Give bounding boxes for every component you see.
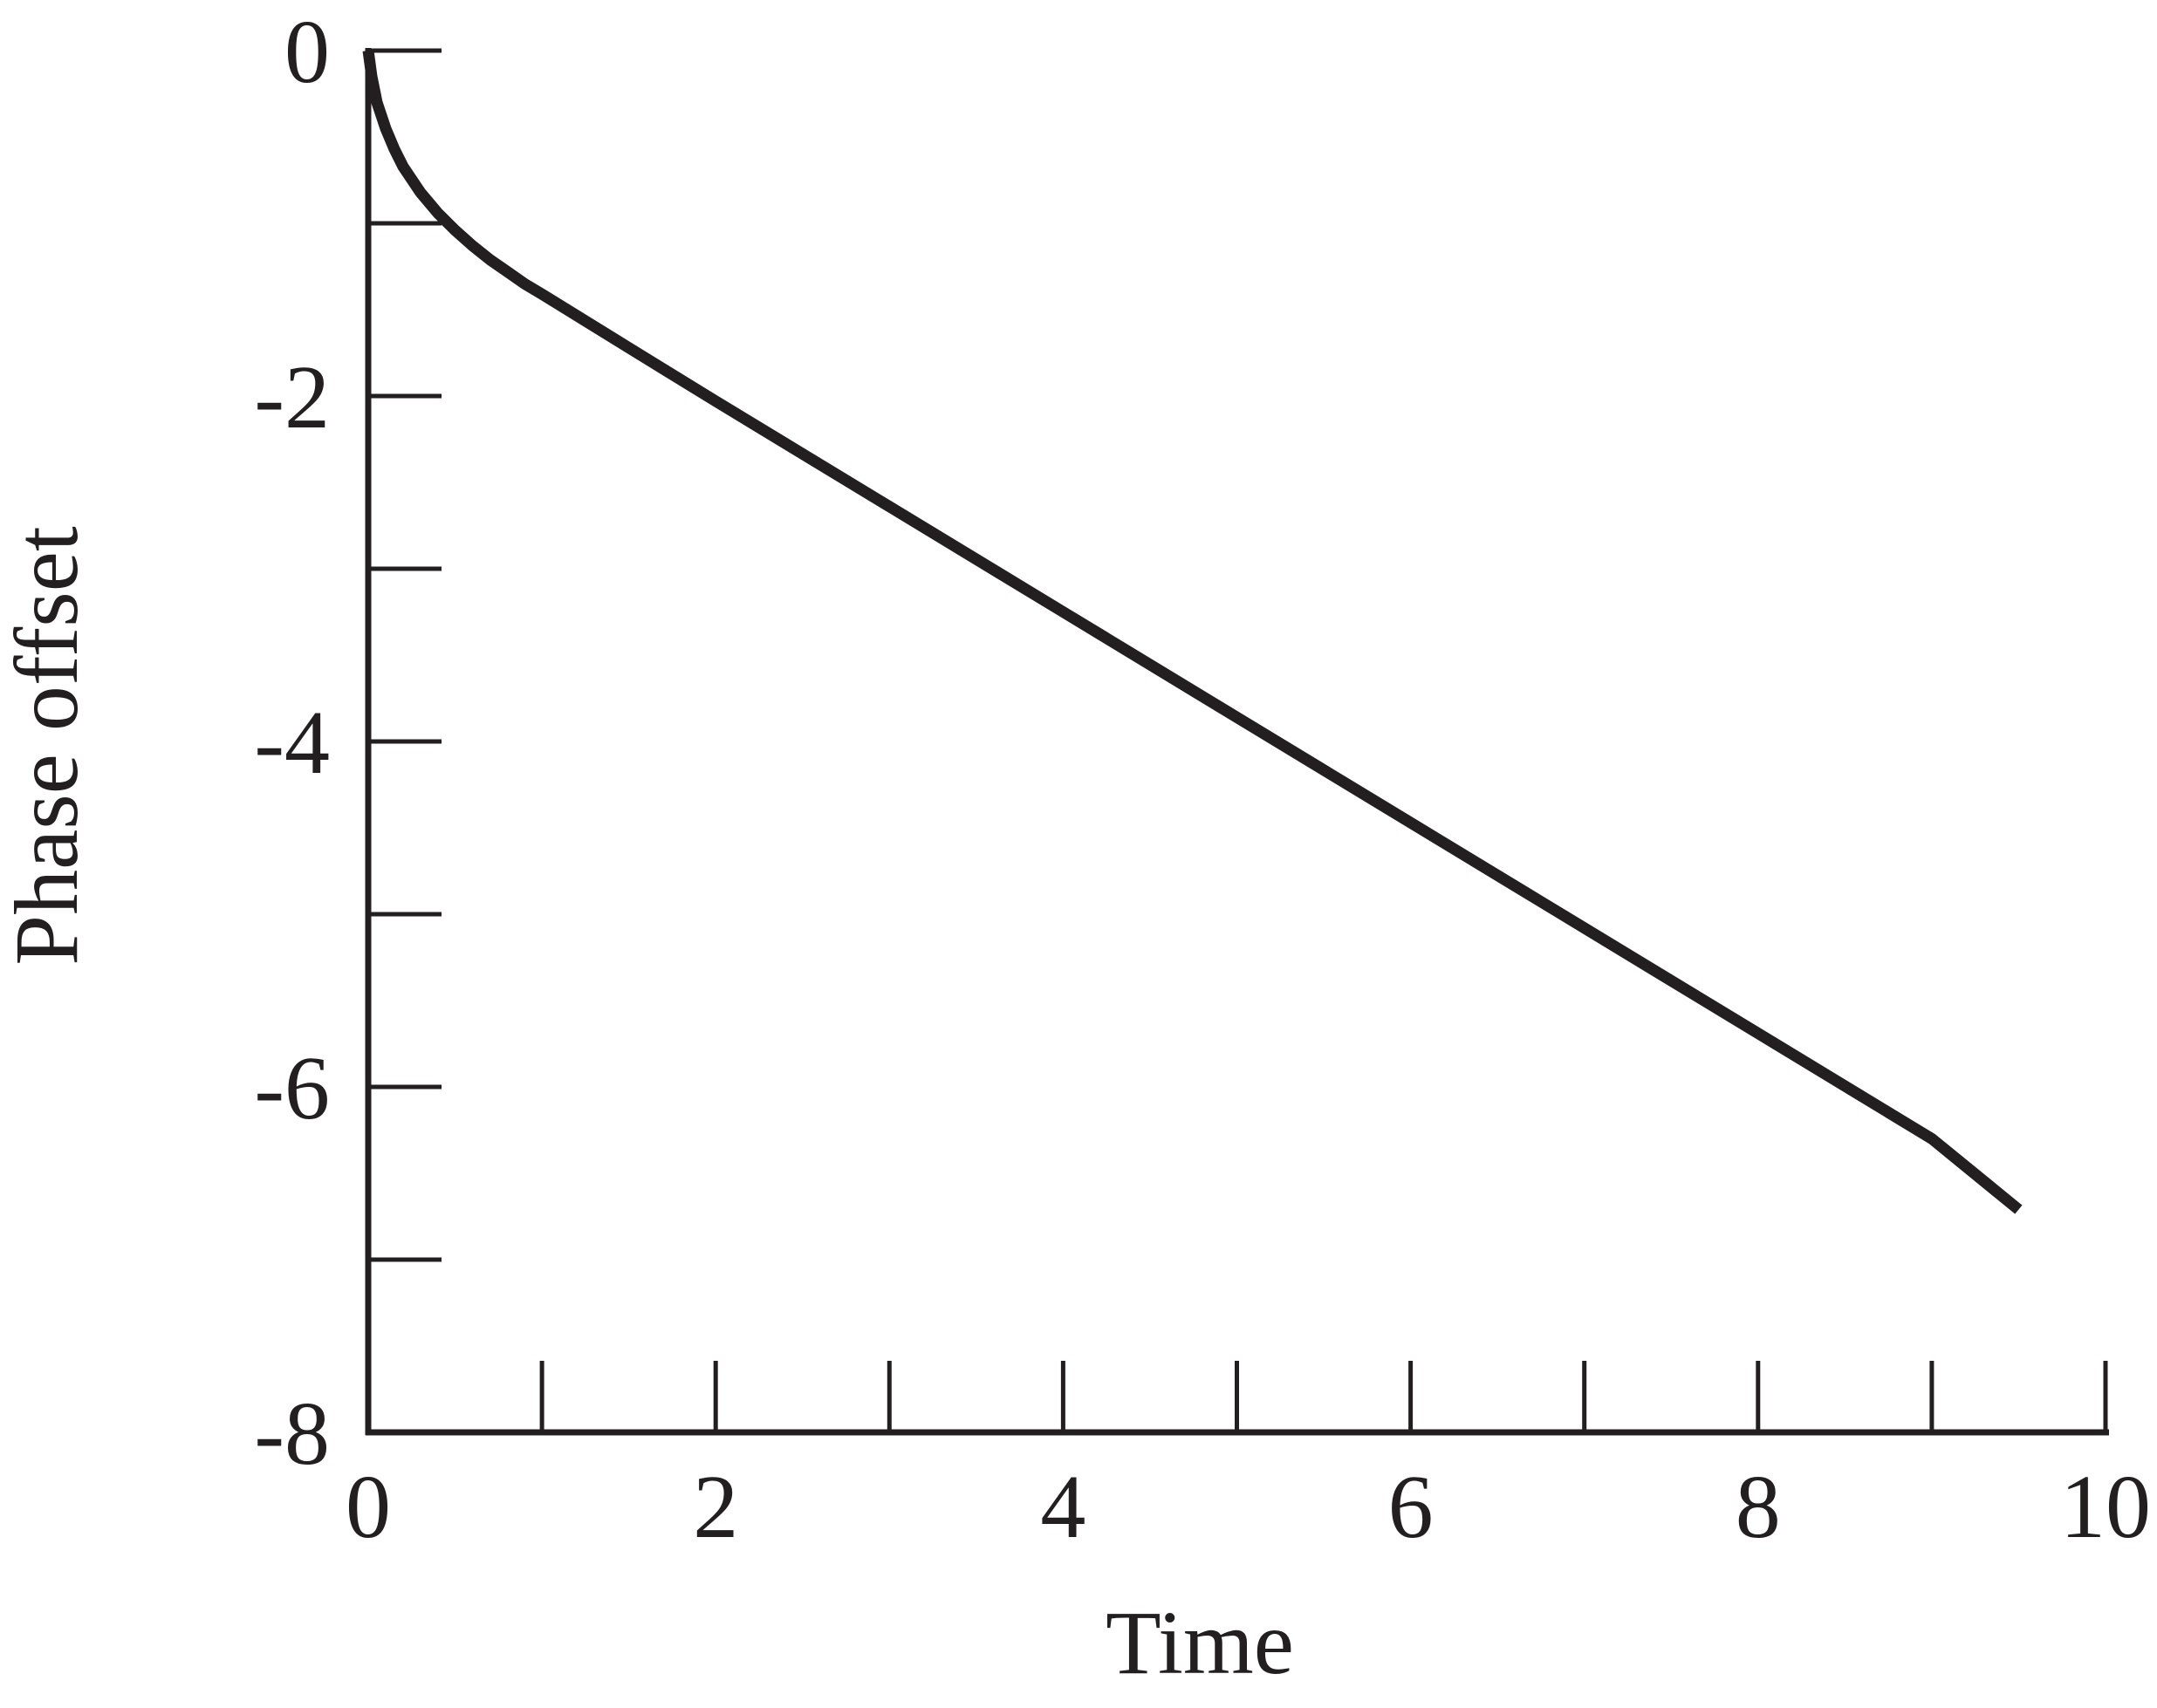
x-tick-label: 6 xyxy=(1388,1457,1434,1557)
series-line xyxy=(362,50,2023,1214)
y-tick-label: 0 xyxy=(284,2,330,102)
y-tick-label: -2 xyxy=(254,347,330,447)
x-axis-title: Time xyxy=(1106,1593,1294,1693)
series xyxy=(362,50,2023,1214)
tick-labels: 0 2 4 6 8 10 0 -2 -4 -6 -8 xyxy=(254,2,2151,1557)
y-axis-title: Phase offset xyxy=(0,526,97,966)
x-tick-label: 0 xyxy=(346,1457,391,1557)
axes xyxy=(365,48,2109,1436)
x-tick-label: 10 xyxy=(2060,1457,2151,1557)
x-tick-label: 8 xyxy=(1736,1457,1781,1557)
x-tick-label: 4 xyxy=(1040,1457,1085,1557)
x-tick-label: 2 xyxy=(693,1457,738,1557)
y-tick-label: -4 xyxy=(254,693,330,793)
y-tick-label: -6 xyxy=(254,1038,330,1138)
y-tick-label: -8 xyxy=(254,1383,330,1484)
ticks xyxy=(368,48,2108,1432)
